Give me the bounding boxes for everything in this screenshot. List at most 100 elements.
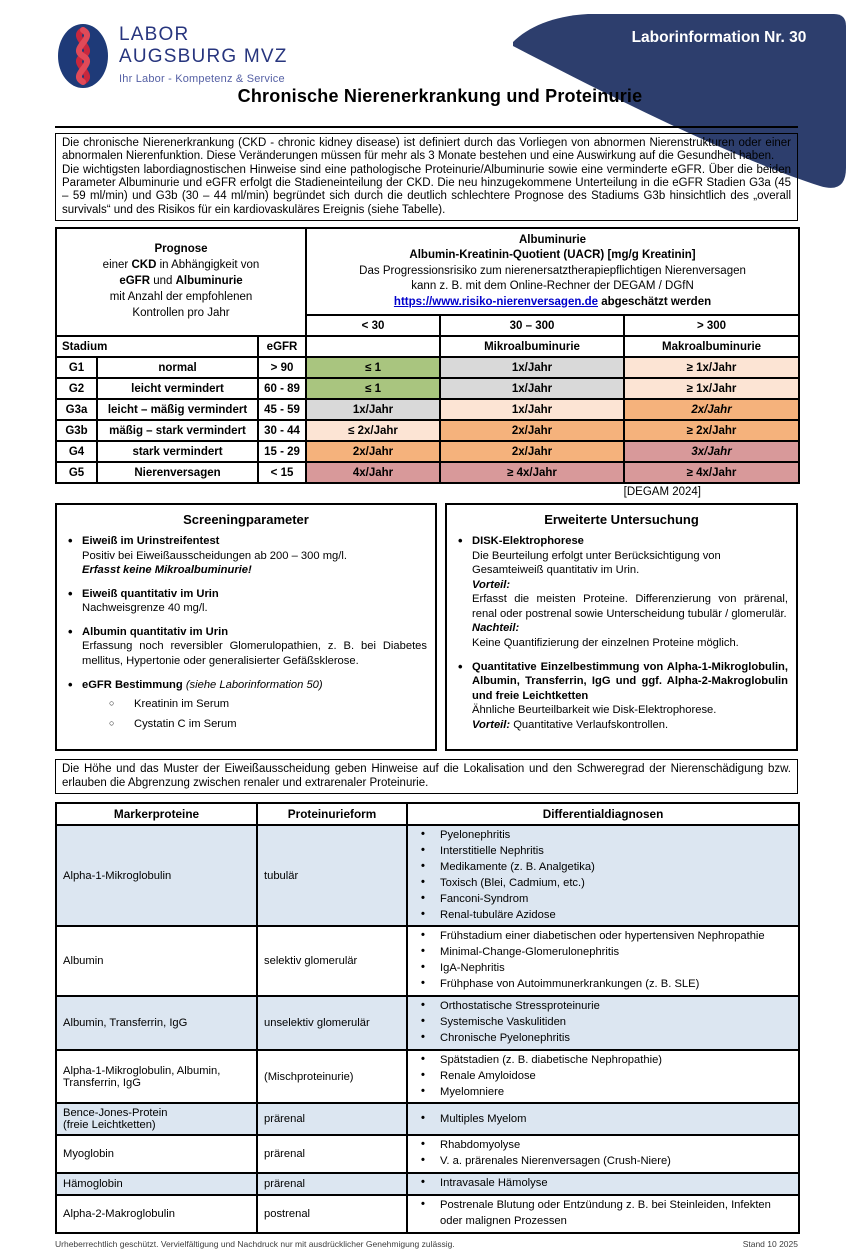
diagnosis-item: Spätstadien (z. B. diabetische Nephropat… xyxy=(412,1052,794,1069)
diagnosis-item: Renale Amyloidose xyxy=(412,1068,794,1085)
screening-item: Albumin quantitativ im Urin Erfassung no… xyxy=(65,624,427,669)
screening-item-head: Eiweiß im Urinstreifentest xyxy=(82,535,220,547)
extended-item-head: Quantitative Einzelbestimmung von Alpha-… xyxy=(472,660,788,702)
extended-item: DISK-Elektrophorese Die Beurteilung erfo… xyxy=(455,533,788,651)
logo-name-line2: AUGSBURG MVZ xyxy=(119,45,288,67)
revision-date: Stand 10 2025 xyxy=(742,1239,798,1249)
stage-cell: 2x/Jahr xyxy=(305,440,442,463)
stage-cell: ≤ 1 xyxy=(305,377,442,400)
screening-item-head: eGFR Bestimmung xyxy=(82,678,183,691)
proteinuria-form: selektiv glomerulär xyxy=(256,925,408,998)
stage-cell: ≥ 4x/Jahr xyxy=(439,461,626,484)
lab-info-page: LABOR AUGSBURG MVZ Ihr Labor - Kompetenz… xyxy=(0,0,853,1200)
stage-cell: 2x/Jahr xyxy=(439,419,626,442)
diagnosis-item: Renal-tubuläre Azidose xyxy=(412,907,794,924)
stage-description: leicht vermindert xyxy=(96,377,259,400)
uacr-range-lt30: < 30 xyxy=(305,314,442,337)
prognosis-title: Prognose xyxy=(154,243,208,256)
diagnosis-item: Rhabdomyolyse xyxy=(412,1137,794,1154)
stage-description: leicht – mäßig vermindert xyxy=(96,398,259,421)
diagnosis-item: Postrenale Blutung oder Entzündung z. B.… xyxy=(412,1197,794,1230)
screening-item-body: Positiv bei Eiweißausscheidungen ab 200 … xyxy=(82,549,347,562)
stage-egfr: 45 - 59 xyxy=(256,398,308,421)
diagnosis-item: Pyelonephritis xyxy=(412,827,794,844)
banner-shape xyxy=(513,14,846,188)
marker-protein: Alpha-1-Mikroglobulin xyxy=(55,823,258,928)
stage-cell: 1x/Jahr xyxy=(439,377,626,400)
albuminuria-header-cell: Albuminurie Albumin-Kreatinin-Quotient (… xyxy=(305,226,801,317)
stage-cell: 2x/Jahr xyxy=(623,398,801,421)
marker-row: Myoglobin prärenal RhabdomyolyseV. a. pr… xyxy=(55,1134,800,1175)
diagnosis-item: IgA-Nephritis xyxy=(412,960,794,977)
stage-egfr: 30 - 44 xyxy=(256,419,308,442)
stage-egfr: 60 - 89 xyxy=(256,377,308,400)
stage-code: G3a xyxy=(55,398,98,421)
stage-row-g4: G4 stark vermindert 15 - 29 2x/Jahr 2x/J… xyxy=(55,440,801,463)
stage-row-g3a: G3a leicht – mäßig vermindert 45 - 59 1x… xyxy=(55,398,801,421)
diagnosis-item: Systemische Vaskulitiden xyxy=(412,1014,794,1031)
extended-item: Quantitative Einzelbestimmung von Alpha-… xyxy=(455,659,788,733)
marker-header-proteins: Markerproteine xyxy=(55,801,258,826)
extended-item-body: Ähnliche Beurteilbarkeit wie Disk-Elektr… xyxy=(472,704,717,717)
differential-diagnoses: RhabdomyolyseV. a. prärenales Nierenvers… xyxy=(406,1134,800,1175)
stage-code: G2 xyxy=(55,377,98,400)
marker-protein-table: Markerproteine Proteinurieform Different… xyxy=(55,801,800,1234)
stage-cell: ≥ 2x/Jahr xyxy=(623,419,801,442)
marker-row: Bence-Jones-Protein (freie Leichtketten) … xyxy=(55,1102,800,1137)
empty-cell xyxy=(305,335,442,358)
diagnosis-item: Myelomniere xyxy=(412,1084,794,1101)
stage-description: stark vermindert xyxy=(96,440,259,463)
banner-title: Laborinformation Nr. 30 xyxy=(631,29,807,46)
extended-item-head: DISK-Elektrophorese xyxy=(472,535,584,547)
stage-code: G4 xyxy=(55,440,98,463)
column-header-microalbuminuria: Mikroalbuminurie xyxy=(439,335,626,358)
diagnosis-item: Chronische Pyelonephritis xyxy=(412,1030,794,1047)
stage-row-g5: G5 Nierenversagen < 15 4x/Jahr ≥ 4x/Jahr… xyxy=(55,461,801,484)
column-header-macroalbuminuria: Makroalbuminurie xyxy=(623,335,801,358)
diagnosis-item: V. a. prärenales Nierenversagen (Crush-N… xyxy=(412,1153,794,1170)
diagnosis-item: Frühstadium einer diabetischen oder hype… xyxy=(412,928,794,945)
column-header-stadium: Stadium xyxy=(55,335,259,358)
page-footer: Urheberrechtlich geschützt. Vervielfälti… xyxy=(55,1239,798,1249)
stage-description: normal xyxy=(96,356,259,379)
stage-cell: ≥ 1x/Jahr xyxy=(623,377,801,400)
lab-logo: LABOR AUGSBURG MVZ Ihr Labor - Kompetenz… xyxy=(57,22,288,90)
risk-calculator-link[interactable]: https://www.risiko-nierenversagen.de xyxy=(393,295,598,308)
advantage-label: Vorteil: xyxy=(472,718,511,731)
screening-box-title: Screeningparameter xyxy=(183,512,309,527)
proteinuria-form: prärenal xyxy=(256,1102,408,1137)
logo-name-line1: LABOR xyxy=(119,24,190,45)
intro-paragraph-2: Die wichtigsten labordiagnostischen Hinw… xyxy=(62,163,791,216)
diagnosis-item: Medikamente (z. B. Analgetika) xyxy=(412,859,794,876)
intro-box: Die chronische Nierenerkrankung (CKD - c… xyxy=(55,133,798,221)
screening-item-body: Erfassung noch reversibler Glomerulopath… xyxy=(82,640,427,667)
differential-diagnoses: Multiples Myelom xyxy=(406,1102,800,1137)
note-paragraph: Die Höhe und das Muster der Eiweißaussch… xyxy=(62,763,791,789)
diagnosis-item: Orthostatische Stressproteinurie xyxy=(412,998,794,1015)
marker-row: Albumin selektiv glomerulär Frühstadium … xyxy=(55,925,800,998)
marker-row: Alpha-1-Mikroglobulin tubulär Pyelonephr… xyxy=(55,823,800,928)
disadvantage-label: Nachteil: xyxy=(472,622,520,635)
stage-cell: ≤ 1 xyxy=(305,356,442,379)
screening-item: Eiweiß im Urinstreifentest Positiv bei E… xyxy=(65,533,427,578)
column-header-egfr: eGFR xyxy=(256,335,308,358)
disadvantage-text: Keine Quantifizierung der einzelnen Prot… xyxy=(472,636,739,649)
stage-cell: 4x/Jahr xyxy=(305,461,442,484)
intro-paragraph-1: Die chronische Nierenerkrankung (CKD - c… xyxy=(62,137,791,163)
proteinuria-form: unselektiv glomerulär xyxy=(256,995,408,1051)
proteinuria-form: prärenal xyxy=(256,1172,408,1197)
extended-box-title: Erweiterte Untersuchung xyxy=(544,512,699,527)
differential-diagnoses: Spätstadien (z. B. diabetische Nephropat… xyxy=(406,1048,800,1105)
marker-protein: Myoglobin xyxy=(55,1134,258,1175)
marker-protein: Albumin, Transferrin, IgG xyxy=(55,995,258,1051)
differential-diagnoses: Postrenale Blutung oder Entzündung z. B.… xyxy=(406,1194,800,1234)
diagnosis-item: Fanconi-Syndrom xyxy=(412,891,794,908)
screening-item-body: Nachweisgrenze 40 mg/l. xyxy=(82,602,208,615)
stage-egfr: > 90 xyxy=(256,356,308,379)
screening-item: Eiweiß quantitativ im Urin Nachweisgrenz… xyxy=(65,586,427,616)
prognosis-header-cell: Prognose einer CKD in Abhängigkeit von e… xyxy=(54,226,308,338)
stage-cell: ≥ 1x/Jahr xyxy=(623,356,801,379)
stage-row-g3b: G3b mäßig – stark vermindert 30 - 44 ≤ 2… xyxy=(55,419,801,442)
screening-item-head-note: (siehe Laborinformation 50) xyxy=(185,678,323,691)
diagnosis-item: Toxisch (Blei, Cadmium, etc.) xyxy=(412,875,794,892)
